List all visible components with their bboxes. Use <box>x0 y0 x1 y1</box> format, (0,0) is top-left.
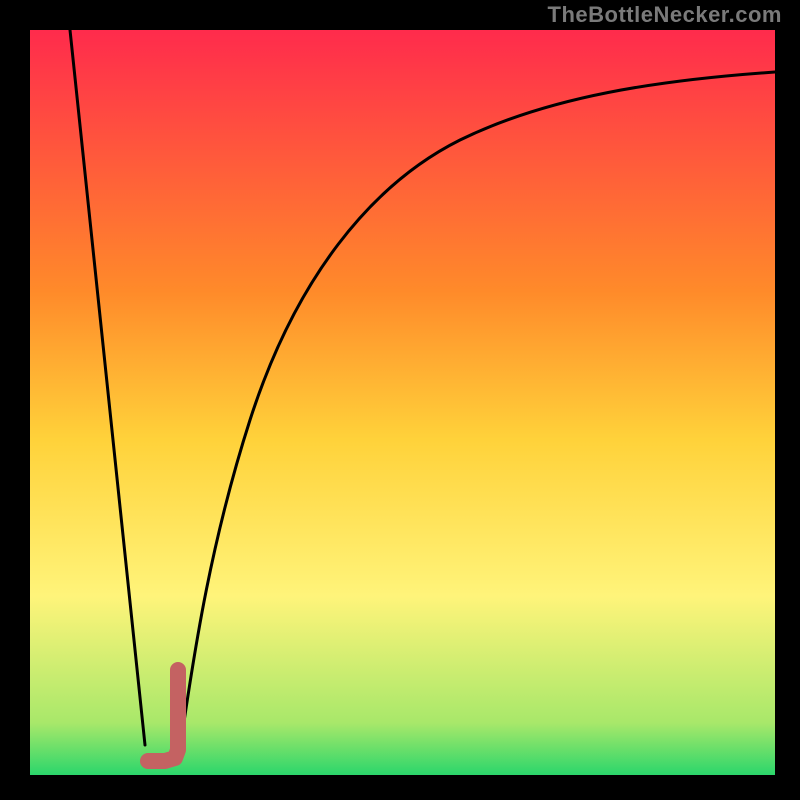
attribution-label: TheBottleNecker.com <box>548 2 782 28</box>
frame-left <box>0 0 30 800</box>
curve-left-descent <box>70 30 145 745</box>
frame-right <box>775 0 800 800</box>
chart-canvas: TheBottleNecker.com <box>0 0 800 800</box>
curve-right-rise <box>180 72 775 748</box>
plot-area <box>30 30 775 775</box>
bottleneck-marker <box>148 670 178 761</box>
frame-bottom <box>0 775 800 800</box>
curves-svg <box>30 30 775 775</box>
